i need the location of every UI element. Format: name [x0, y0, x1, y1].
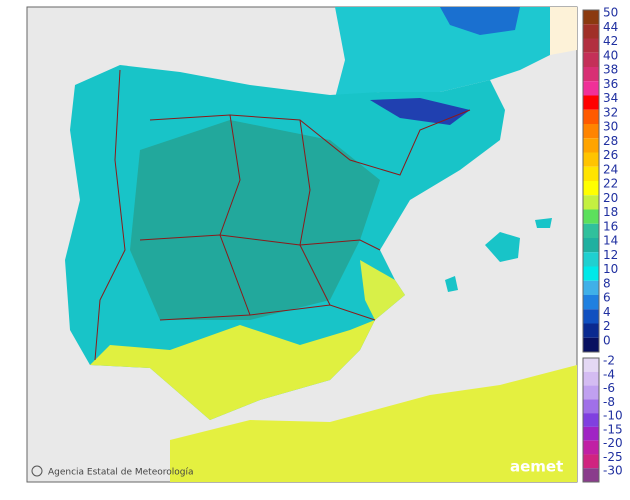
legend-label: 12: [603, 248, 618, 262]
legend-swatch: [583, 252, 599, 267]
legend-label: 38: [603, 63, 618, 77]
africa: [170, 365, 577, 482]
legend-swatch: [583, 38, 599, 53]
legend-box: [582, 9, 600, 353]
legend-swatch: [583, 426, 599, 441]
legend-label: 42: [603, 34, 618, 48]
portugal-border: [94, 69, 126, 361]
legend-label: 32: [603, 105, 618, 119]
legend-label: 36: [603, 77, 618, 91]
region-border: [299, 119, 331, 306]
legend-swatch: [583, 67, 599, 82]
legend-swatch: [583, 209, 599, 224]
legend-swatch: [583, 10, 599, 25]
legend-swatch: [583, 124, 599, 139]
legend-swatch: [583, 323, 599, 338]
legend-label: 30: [603, 120, 618, 134]
logo: aemet: [510, 458, 563, 476]
legend-label: 40: [603, 48, 618, 62]
legend-swatch: [583, 52, 599, 67]
legend-label: 34: [603, 91, 618, 105]
legend-label: 24: [603, 162, 618, 176]
legend-label: -10: [603, 409, 623, 423]
south-warm: [90, 320, 375, 420]
legend-swatch: [583, 413, 599, 427]
legend: 5044424038363432302826242220181614121086…: [582, 6, 623, 483]
legend-swatch: [583, 195, 599, 210]
legend-swatch: [583, 166, 599, 181]
legend-swatch: [583, 266, 599, 281]
legend-swatch: [583, 295, 599, 310]
legend-label: 14: [603, 234, 618, 248]
legend-label: -20: [603, 436, 623, 450]
legend-label: 44: [603, 20, 618, 34]
legend-swatch: [583, 440, 599, 455]
meseta: [130, 120, 380, 320]
pyrenees: [370, 98, 470, 125]
credit: Agencia Estatal de Meteorología: [48, 468, 194, 478]
legend-label: 6: [603, 291, 611, 305]
legend-label: 50: [603, 6, 618, 20]
copyright-icon: [31, 465, 43, 477]
legend-swatch: [583, 223, 599, 238]
legend-label: -6: [603, 381, 615, 395]
legend-swatch: [583, 81, 599, 96]
legend-label: -15: [603, 422, 623, 436]
legend-swatch: [583, 238, 599, 253]
legend-swatch: [583, 358, 599, 372]
ibiza: [445, 276, 458, 292]
legend-label: -8: [603, 395, 615, 409]
legend-swatch: [583, 181, 599, 196]
valencia-warm: [360, 260, 405, 320]
legend-label: 2: [603, 319, 611, 333]
legend-label: 26: [603, 148, 618, 162]
legend-label: 10: [603, 262, 618, 276]
legend-swatch: [583, 468, 599, 482]
legend-label: -25: [603, 450, 623, 464]
legend-label: 28: [603, 134, 618, 148]
legend-box: [582, 357, 600, 483]
region-border: [159, 304, 376, 321]
mallorca: [485, 232, 520, 262]
region-border: [219, 114, 251, 316]
menorca: [535, 218, 552, 228]
legend-label: -30: [603, 464, 623, 478]
legend-swatch: [583, 371, 599, 386]
legend-label: 18: [603, 205, 618, 219]
legend-swatch: [583, 385, 599, 400]
legend-swatch: [583, 109, 599, 124]
legend-label: -2: [603, 354, 615, 368]
legend-swatch: [583, 138, 599, 153]
legend-swatch: [583, 309, 599, 324]
legend-label: 22: [603, 177, 618, 191]
legend-label: 4: [603, 305, 611, 319]
legend-label: 16: [603, 219, 618, 233]
legend-label: 0: [603, 333, 611, 347]
legend-label: 8: [603, 276, 611, 290]
legend-swatch: [583, 399, 599, 414]
alps-cold: [440, 7, 520, 35]
legend-swatch: [583, 152, 599, 167]
legend-swatch: [583, 454, 599, 469]
legend-swatch: [583, 280, 599, 295]
legend-label: 20: [603, 191, 618, 205]
legend-swatch: [583, 95, 599, 110]
legend-swatch: [583, 24, 599, 39]
legend-label: -4: [603, 367, 615, 381]
legend-swatch: [583, 337, 599, 352]
italy: [550, 7, 577, 55]
